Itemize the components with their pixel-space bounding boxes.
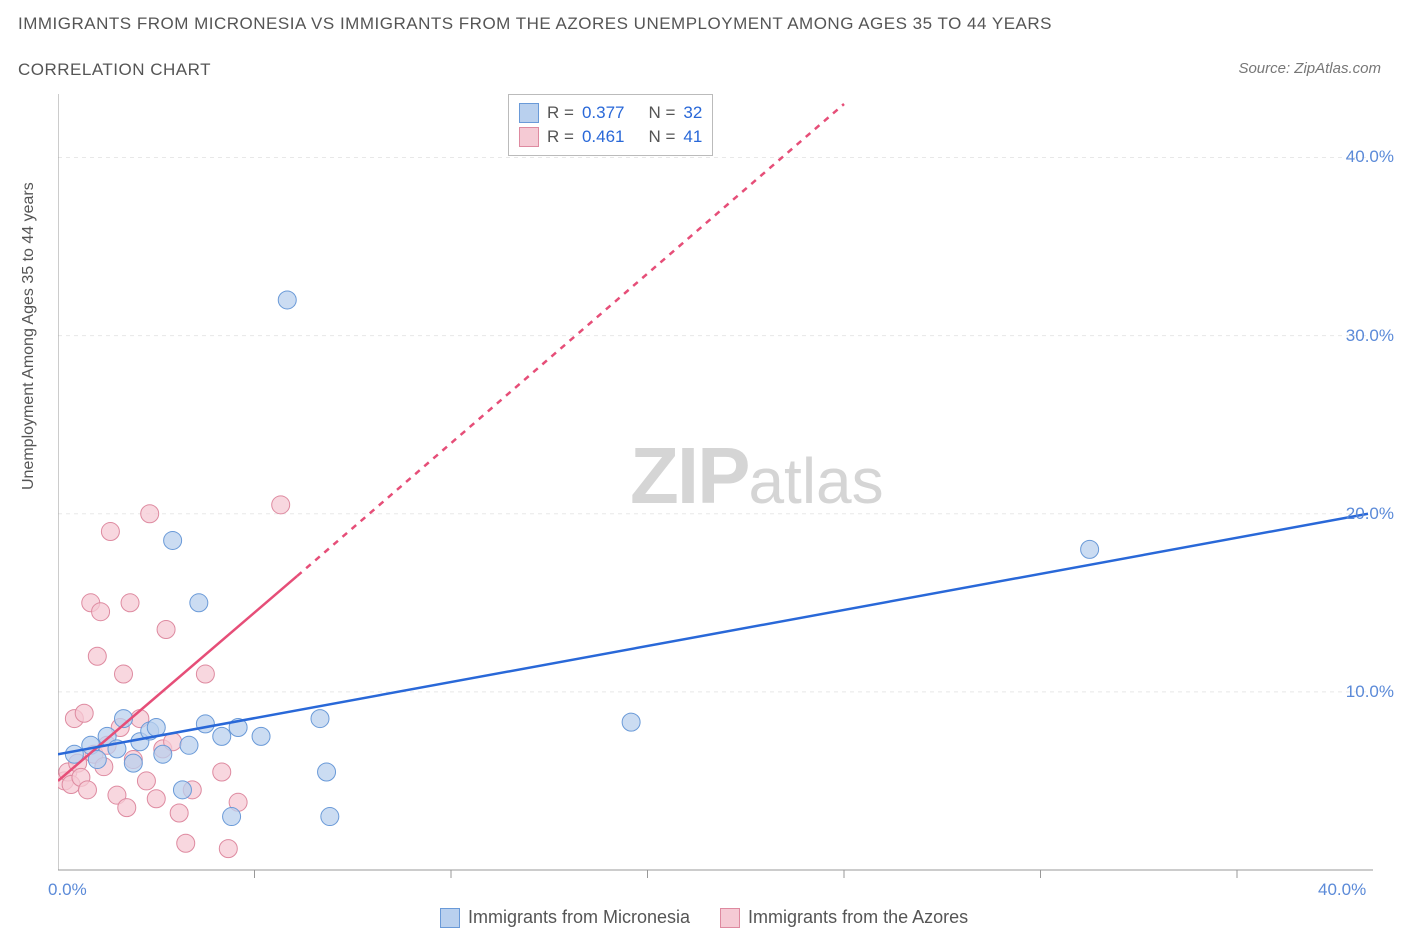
y-tick-label: 40.0% xyxy=(1346,147,1394,167)
legend-swatch-blue xyxy=(440,908,460,928)
legend-item-blue: Immigrants from Micronesia xyxy=(440,907,690,928)
stat-value-pink-r: 0.461 xyxy=(582,127,625,147)
y-tick-label: 30.0% xyxy=(1346,326,1394,346)
legend-swatch-pink xyxy=(519,127,539,147)
stats-row-pink: R = 0.461 N = 41 xyxy=(519,125,702,149)
correlation-stats-box: R = 0.377 N = 32 R = 0.461 N = 41 xyxy=(508,94,713,156)
x-tick-label: 0.0% xyxy=(48,880,87,900)
legend-item-pink: Immigrants from the Azores xyxy=(720,907,968,928)
stat-label-n: N = xyxy=(648,127,675,147)
legend-swatch-blue xyxy=(519,103,539,123)
y-tick-label: 10.0% xyxy=(1346,682,1394,702)
stat-value-blue-n: 32 xyxy=(683,103,702,123)
y-axis-label: Unemployment Among Ages 35 to 44 years xyxy=(20,182,38,490)
scatter-plot-svg xyxy=(58,90,1378,900)
stat-label-r: R = xyxy=(547,127,574,147)
stat-value-blue-r: 0.377 xyxy=(582,103,625,123)
legend-label-pink: Immigrants from the Azores xyxy=(748,907,968,928)
stat-label-r: R = xyxy=(547,103,574,123)
source-attribution: Source: ZipAtlas.com xyxy=(1238,60,1381,77)
x-tick-label: 40.0% xyxy=(1318,880,1366,900)
stats-row-blue: R = 0.377 N = 32 xyxy=(519,101,702,125)
y-tick-label: 20.0% xyxy=(1346,504,1394,524)
stat-value-pink-n: 41 xyxy=(683,127,702,147)
legend-swatch-pink xyxy=(720,908,740,928)
bottom-legend: Immigrants from Micronesia Immigrants fr… xyxy=(440,907,968,928)
stat-label-n: N = xyxy=(648,103,675,123)
chart-title-line1: IMMIGRANTS FROM MICRONESIA VS IMMIGRANTS… xyxy=(18,14,1052,34)
chart-title-line2: CORRELATION CHART xyxy=(18,60,211,80)
chart-plot-area xyxy=(58,90,1378,900)
legend-label-blue: Immigrants from Micronesia xyxy=(468,907,690,928)
